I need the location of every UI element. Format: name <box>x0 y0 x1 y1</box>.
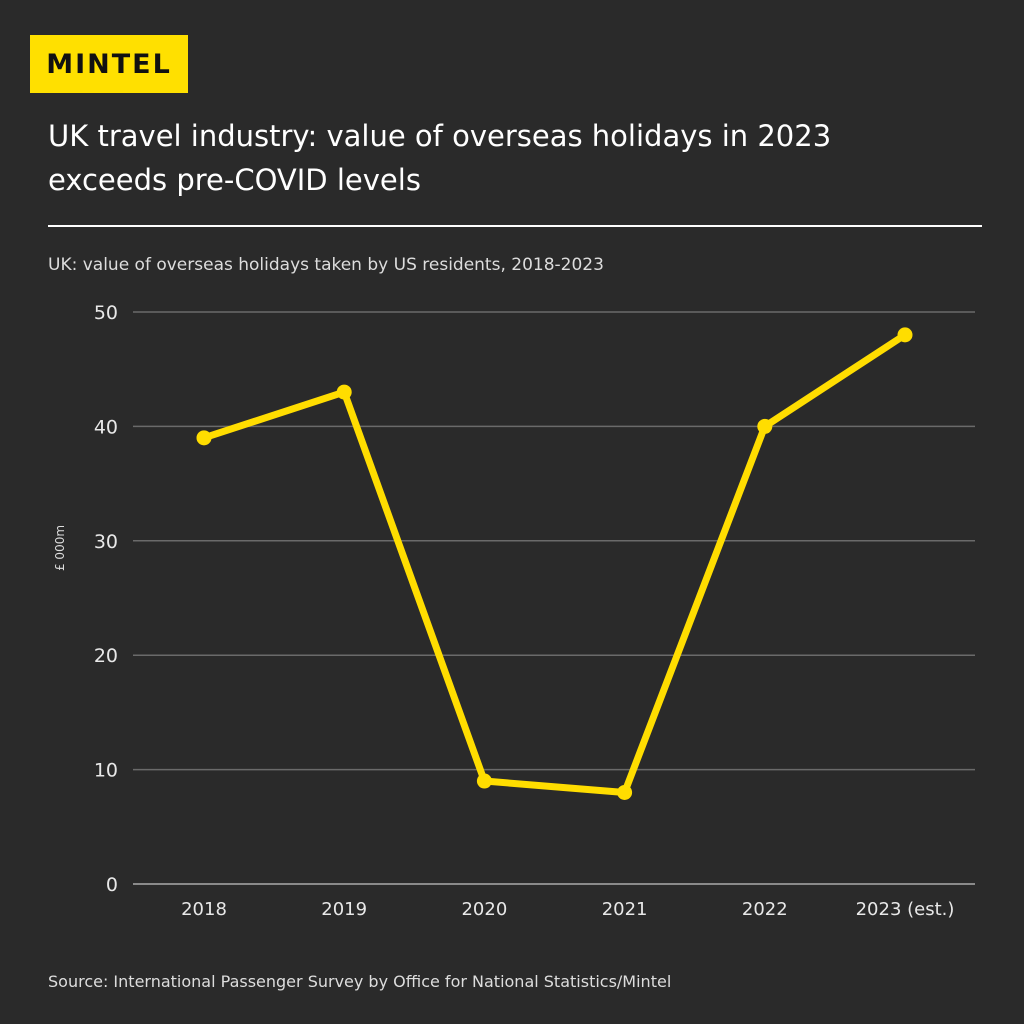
x-tick-label: 2019 <box>321 899 367 920</box>
title-divider <box>48 225 982 227</box>
source-note: Source: International Passenger Survey b… <box>48 972 672 991</box>
mintel-logo: MINTEL <box>30 35 188 93</box>
x-tick-label: 2018 <box>181 899 227 920</box>
x-tick-label: 2023 (est.) <box>856 899 955 920</box>
data-point-2018 <box>196 430 212 446</box>
x-tick-label: 2020 <box>461 899 507 920</box>
y-axis-label: £ 000m <box>53 525 67 571</box>
data-point-2020 <box>476 773 492 789</box>
y-tick-label: 10 <box>94 760 118 782</box>
data-point-2022 <box>757 418 773 434</box>
x-tick-label: 2022 <box>742 899 788 920</box>
y-tick-label: 50 <box>94 302 118 324</box>
y-tick-label: 40 <box>94 416 118 438</box>
data-point-2023 (est.) <box>897 327 913 343</box>
y-tick-label: 0 <box>106 874 118 896</box>
chart-subtitle: UK: value of overseas holidays taken by … <box>48 255 604 275</box>
logo-text: MINTEL <box>46 48 172 80</box>
y-tick-label: 30 <box>94 531 118 553</box>
y-tick-label: 20 <box>94 645 118 667</box>
chart-title: UK travel industry: value of overseas ho… <box>48 119 832 197</box>
data-point-2019 <box>336 384 352 400</box>
x-tick-label: 2021 <box>602 899 648 920</box>
data-point-2021 <box>617 784 633 800</box>
series-line <box>202 331 907 796</box>
